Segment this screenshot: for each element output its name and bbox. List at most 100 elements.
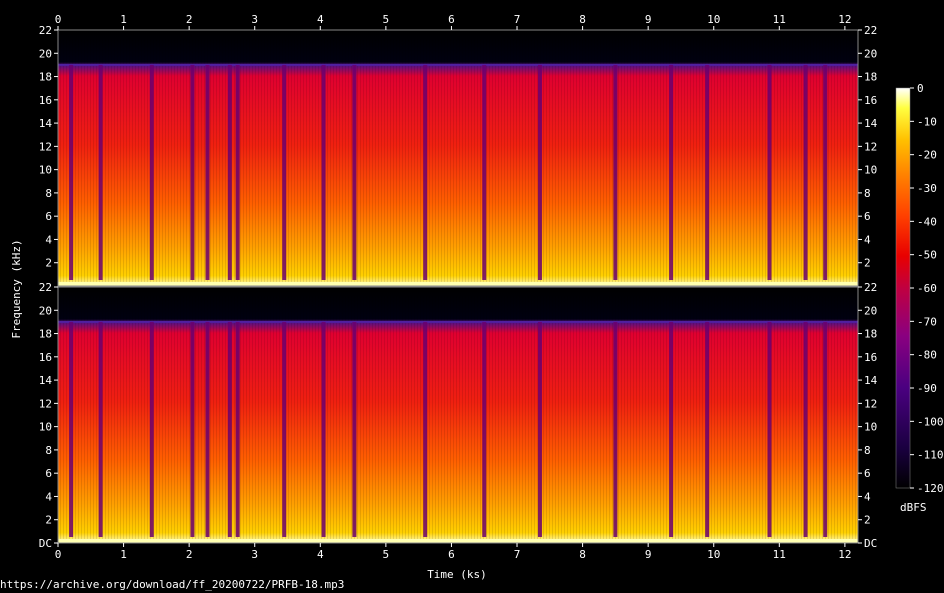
y-tick-label-right: 14 [864, 374, 878, 387]
y-tick-label-left: 6 [45, 467, 52, 480]
y-tick-label-right: 12 [864, 397, 877, 410]
dropout-band [803, 64, 808, 280]
x-tick-label-top: 12 [838, 13, 851, 26]
y-tick-label-right: 4 [864, 490, 871, 503]
dropout-band [69, 321, 74, 537]
dropout-band [98, 64, 103, 280]
colorbar-tick-label: -60 [917, 282, 937, 295]
colorbar: 0 -10 -20 -30 -40 -50 -60 -70 -80 -90 -100 -110 -120… [895, 82, 944, 514]
y-tick-label-right: 12 [864, 140, 877, 153]
y-tick-label-right: 4 [864, 233, 871, 246]
x-tick-label-top: 11 [773, 13, 786, 26]
colorbar-tick-label: -110 [917, 449, 944, 462]
colorbar-tick-label: -10 [917, 115, 937, 128]
dropout-band [149, 321, 154, 537]
dropout-band [227, 64, 232, 280]
dropout-band [149, 64, 154, 280]
y-tick-label-left: 22 [39, 24, 52, 37]
dropout-band [613, 321, 618, 537]
dropout-band [69, 64, 74, 280]
y-tick-label-left: 8 [45, 444, 52, 457]
y-axis-label: Frequency (kHz) [10, 239, 23, 338]
x-tick-label-bottom: 7 [514, 548, 521, 561]
y-tick-label-left: 12 [39, 140, 52, 153]
dropout-band [823, 321, 828, 537]
dropout-band [321, 64, 326, 280]
colorbar-tick-label: -80 [917, 349, 937, 362]
dropout-band [767, 321, 772, 537]
x-tick-label-bottom: 3 [251, 548, 258, 561]
dropout-band [282, 64, 287, 280]
colorbar-label: dBFS [900, 501, 927, 514]
x-axis-label: Time (ks) [427, 568, 487, 581]
dc-band [58, 282, 858, 286]
spectrogram-panel-top [57, 29, 859, 287]
spectrogram-texture [58, 30, 858, 286]
x-tick-label-bottom: 9 [645, 548, 652, 561]
colorbar-tick-label: -90 [917, 382, 937, 395]
y-tick-label-left: 18 [39, 328, 52, 341]
y-tick-label-right: 20 [864, 47, 877, 60]
y-tick-label-right: 2 [864, 514, 871, 527]
x-tick-label-bottom: 2 [186, 548, 193, 561]
x-tick-label-bottom: 10 [707, 548, 720, 561]
source-url: https://archive.org/download/ff_20200722… [0, 578, 345, 591]
x-tick-label-bottom: 4 [317, 548, 324, 561]
y-tick-label-right: 22 [864, 281, 877, 294]
y-tick-label-right: 16 [864, 94, 877, 107]
dropout-band [227, 321, 232, 537]
dropout-band [235, 64, 240, 280]
dropout-band [321, 321, 326, 537]
dropout-band [205, 321, 210, 537]
x-tick-label-top: 6 [448, 13, 455, 26]
y-tick-label-left: 20 [39, 47, 52, 60]
x-tick-label-top: 10 [707, 13, 720, 26]
y-tick-label-right: 18 [864, 328, 877, 341]
spectrogram-texture [58, 287, 858, 543]
x-tick-label-bottom: 8 [579, 548, 586, 561]
y-tick-label-left: 4 [45, 490, 52, 503]
spectrogram-panel-bottom [57, 286, 859, 544]
panel-frame [57, 29, 859, 287]
x-tick-label-bottom: 5 [383, 548, 390, 561]
x-tick-label-top: 2 [186, 13, 193, 26]
y-tick-label-left: 2 [45, 514, 52, 527]
dropout-band [190, 64, 195, 280]
y-tick-label-right: 20 [864, 304, 877, 317]
y-tick-label-left: 16 [39, 94, 52, 107]
y-tick-label-left: 12 [39, 397, 52, 410]
y-tick-label-left: 22 [39, 281, 52, 294]
colorbar-tick-label: -120 [917, 482, 944, 495]
y-tick-label-left: 16 [39, 351, 52, 364]
y-tick-label-left: 10 [39, 164, 52, 177]
y-tick-label-right: 14 [864, 117, 878, 130]
dropout-band [352, 321, 357, 537]
y-tick-label-left: 2 [45, 257, 52, 270]
x-tick-label-bottom: 6 [448, 548, 455, 561]
dropout-band [705, 321, 710, 537]
dropout-band [705, 64, 710, 280]
y-tick-label-right: 6 [864, 467, 871, 480]
y-tick-label-right: 16 [864, 351, 877, 364]
y-tick-label-right: 10 [864, 421, 877, 434]
x-tick-label-top: 7 [514, 13, 521, 26]
y-tick-label-right: 10 [864, 164, 877, 177]
dropout-band [537, 321, 542, 537]
y-tick-label-left: 18 [39, 71, 52, 84]
dropout-band [282, 321, 287, 537]
panel-frame [57, 286, 859, 544]
y-tick-label-right: DC [864, 537, 877, 550]
y-tick-label-right: 22 [864, 24, 877, 37]
x-tick-label-bottom: 0 [55, 548, 62, 561]
colorbar-tick-label: -20 [917, 149, 937, 162]
dropout-band [669, 64, 674, 280]
colorbar-tick-label: -40 [917, 215, 937, 228]
x-tick-label-top: 9 [645, 13, 652, 26]
colorbar-gradient [895, 87, 911, 489]
dropout-band [613, 64, 618, 280]
dropout-band [352, 64, 357, 280]
dropout-band [190, 321, 195, 537]
dropout-band [235, 321, 240, 537]
